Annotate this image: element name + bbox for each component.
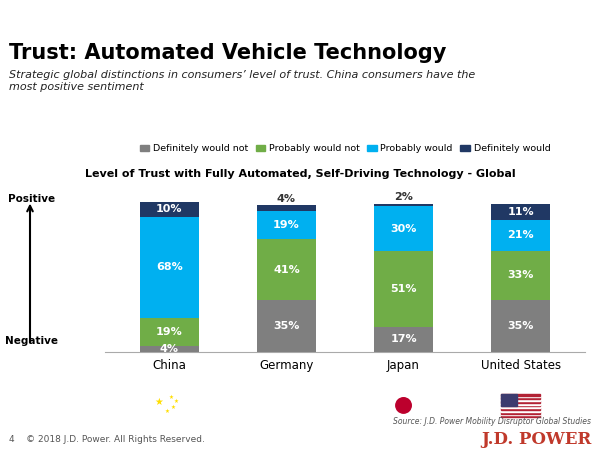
Text: ★: ★ — [171, 405, 176, 410]
Bar — [491, 251, 550, 300]
Bar — [501, 401, 540, 403]
Bar — [501, 394, 517, 406]
Text: Affectiva Trust and Automated Vehicles Webinar: Affectiva Trust and Automated Vehicles W… — [7, 22, 274, 32]
Text: 21%: 21% — [507, 230, 534, 240]
Bar — [501, 397, 540, 399]
Bar — [491, 300, 550, 352]
Bar — [140, 217, 199, 318]
Text: 68%: 68% — [156, 262, 183, 272]
Bar — [374, 251, 433, 327]
Bar — [501, 410, 540, 412]
Bar — [501, 408, 540, 410]
Bar — [501, 415, 540, 417]
Bar — [501, 405, 540, 406]
Bar — [491, 203, 550, 220]
Bar — [491, 220, 550, 251]
Text: ★: ★ — [174, 400, 179, 405]
Text: J.D. POWER: J.D. POWER — [481, 431, 591, 448]
Bar — [501, 399, 540, 401]
Circle shape — [396, 398, 411, 413]
Bar — [501, 414, 540, 415]
Text: 4    © 2018 J.D. Power. All Rights Reserved.: 4 © 2018 J.D. Power. All Rights Reserved… — [9, 435, 205, 444]
Bar — [140, 346, 199, 352]
Bar — [257, 239, 316, 300]
Bar — [374, 203, 433, 207]
Text: Positive: Positive — [8, 194, 55, 204]
Legend: Definitely would not, Probably would not, Probably would, Definitely would: Definitely would not, Probably would not… — [136, 140, 554, 157]
Bar — [501, 403, 540, 405]
Text: 19%: 19% — [156, 327, 183, 337]
Text: ★: ★ — [169, 395, 174, 400]
Bar — [374, 207, 433, 251]
Bar — [140, 318, 199, 346]
Bar — [140, 202, 199, 217]
Bar — [257, 300, 316, 352]
Bar — [501, 394, 540, 396]
Text: 35%: 35% — [273, 321, 299, 331]
Bar — [501, 396, 540, 397]
Text: Level of Trust with Fully Automated, Self-Driving Technology - Global: Level of Trust with Fully Automated, Sel… — [85, 169, 515, 179]
Text: ★: ★ — [165, 409, 170, 414]
Bar — [501, 406, 540, 408]
Text: 17%: 17% — [390, 334, 417, 344]
Text: 41%: 41% — [273, 264, 300, 275]
Text: 10%: 10% — [156, 204, 182, 215]
Bar — [501, 412, 540, 414]
Text: Negative: Negative — [5, 336, 58, 345]
Text: 11%: 11% — [507, 207, 534, 216]
Text: 51%: 51% — [390, 284, 417, 294]
Text: 33%: 33% — [508, 271, 534, 281]
Text: 19%: 19% — [273, 220, 300, 230]
Text: Strategic global distinctions in consumers’ level of trust. China consumers have: Strategic global distinctions in consume… — [9, 70, 475, 92]
Text: Trust: Automated Vehicle Technology: Trust: Automated Vehicle Technology — [9, 43, 446, 63]
Text: 2%: 2% — [394, 192, 413, 202]
Text: 30%: 30% — [391, 224, 417, 234]
Text: ★: ★ — [154, 397, 163, 407]
Text: 4%: 4% — [160, 344, 179, 354]
Bar — [257, 211, 316, 239]
Text: Source: J.D. Power Mobility Disruptor Global Studies: Source: J.D. Power Mobility Disruptor Gl… — [393, 417, 591, 426]
Text: 4%: 4% — [277, 193, 296, 203]
Bar — [374, 327, 433, 352]
Text: 35%: 35% — [508, 321, 534, 331]
Bar — [257, 205, 316, 211]
